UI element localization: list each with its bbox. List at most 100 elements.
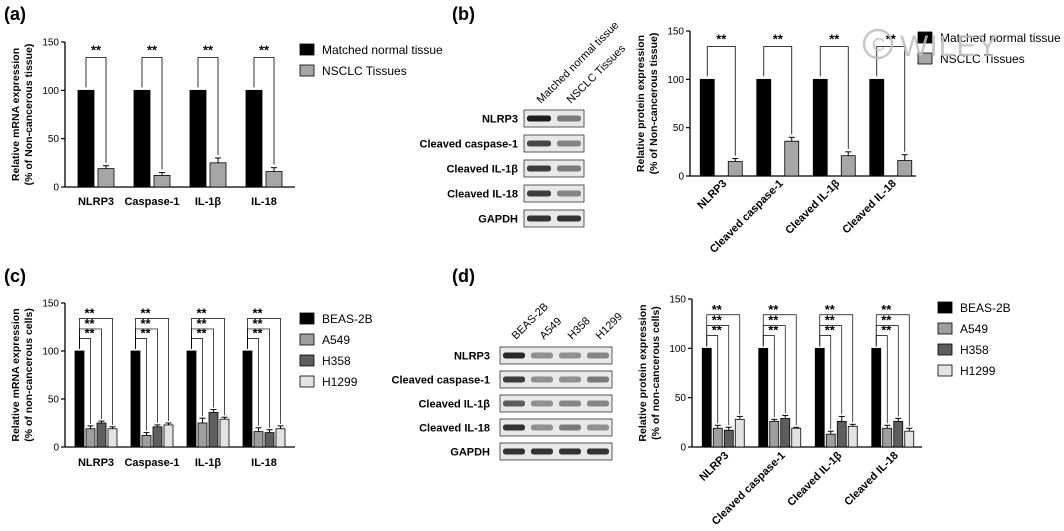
y-axis-label: Relative mRNA expression (10, 308, 22, 441)
bar (734, 418, 745, 448)
y-axis-label: Relative protein expression (637, 304, 649, 441)
blot-band (503, 400, 525, 407)
blot-band (527, 190, 551, 197)
bar (189, 89, 207, 188)
blot-band (531, 424, 553, 431)
significance-label: ** (203, 42, 214, 57)
significance-label: ** (825, 313, 836, 328)
significance-label: ** (147, 42, 158, 57)
bar (882, 427, 893, 448)
bar (208, 412, 219, 448)
panel-label-b: (b) (452, 4, 475, 24)
category-label: NLRP3 (697, 450, 731, 484)
panel-label-c: (c) (4, 266, 26, 286)
significance-label: ** (768, 302, 779, 317)
significance-bracket (819, 46, 849, 149)
bar (756, 78, 772, 177)
blot-row-label: NLRP3 (482, 114, 518, 126)
bar (253, 431, 264, 448)
watermark-text: WILEY (900, 30, 998, 63)
significance-label: ** (140, 326, 151, 341)
significance-label: ** (881, 323, 892, 338)
blot-band (557, 190, 581, 197)
bar (85, 428, 96, 448)
legend-label: H1299 (322, 375, 358, 389)
blot-band (587, 352, 609, 359)
legend-swatch (299, 375, 315, 388)
blot-band (531, 376, 553, 383)
significance-label: ** (84, 316, 95, 331)
legend-label: BEAS-2B (322, 312, 373, 326)
bar (825, 433, 836, 448)
bar (242, 350, 253, 448)
bar (209, 162, 227, 188)
bar (186, 350, 197, 448)
legend-swatch (299, 312, 315, 325)
blot-band (531, 352, 553, 359)
significance-label: ** (712, 302, 723, 317)
bar (197, 422, 208, 448)
legend-swatch (299, 43, 315, 56)
category-label: IL-1β (195, 196, 222, 208)
y-tick-label: 0 (680, 443, 686, 454)
bar (107, 428, 118, 448)
lane-label: A549 (538, 315, 565, 342)
blot-row-label: GAPDH (478, 214, 518, 226)
blot-row-label: Cleaved caspase-1 (392, 375, 490, 387)
y-tick-label: 50 (48, 134, 60, 145)
bar (871, 347, 882, 448)
y-tick-label: 100 (667, 75, 684, 86)
legend-swatch (937, 322, 953, 335)
y-axis-label: Relative protein expression (635, 35, 647, 172)
blot-band (503, 352, 525, 359)
y-tick-label: 50 (673, 123, 685, 134)
significance-label: ** (84, 326, 95, 341)
y-tick-label: 50 (675, 393, 687, 404)
blot-band (557, 140, 581, 147)
bar (712, 427, 723, 448)
significance-label: ** (252, 326, 263, 341)
significance-label: ** (768, 313, 779, 328)
significance-label: ** (140, 316, 151, 331)
category-label: IL-1β (195, 457, 222, 469)
bar (245, 89, 263, 188)
significance-bracket (141, 57, 163, 170)
blot-band (587, 400, 609, 407)
bar (784, 140, 800, 177)
y-axis-label: (% of non-cancerous cells) (650, 306, 662, 440)
significance-bracket (763, 46, 793, 135)
bar (219, 418, 230, 448)
significance-bracket (85, 57, 107, 163)
significance-bracket (253, 57, 275, 165)
significance-label: ** (84, 305, 95, 320)
significance-bracket (706, 46, 736, 156)
bar (275, 428, 286, 448)
blot-strip (499, 370, 613, 389)
blot-strip (499, 394, 613, 413)
bar (265, 171, 283, 188)
significance-label: ** (716, 31, 727, 46)
bar (699, 78, 715, 177)
blot-band (559, 448, 581, 455)
blot-row-label: Cleaved IL-18 (447, 189, 518, 201)
bar (163, 424, 174, 448)
legend-label: BEAS-2B (960, 301, 1011, 315)
bar (723, 429, 734, 448)
y-tick-label: 100 (669, 344, 686, 355)
y-tick-label: 0 (53, 183, 59, 194)
significance-label: ** (829, 31, 840, 46)
bar (264, 432, 275, 448)
blot-band (527, 165, 551, 172)
chart-c: 0 50 100 150 Relative mRNA expression (% of n… (10, 299, 373, 470)
blot-band (557, 115, 581, 122)
bar (893, 420, 904, 448)
y-tick-label: 150 (42, 299, 59, 310)
bar (791, 427, 802, 448)
category-label: NLRP3 (78, 196, 114, 208)
bar (904, 430, 915, 448)
bar (97, 168, 115, 188)
bar (727, 161, 743, 177)
publisher-watermark: C WILEY (862, 28, 998, 63)
